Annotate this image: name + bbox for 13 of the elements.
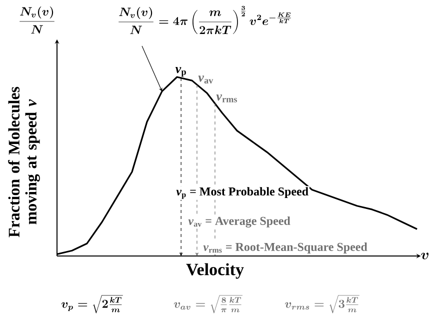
annotation: v$_{rms}$ (216, 94, 237, 102)
annotation: v$_{av}$ (198, 76, 214, 84)
text: $v$ (421, 252, 428, 260)
text: v$_{p}$ (175, 67, 186, 77)
text: $v_{av}=\sqrt{\frac{8}{\pi}\frac{kT}{m}}$ (174, 295, 242, 314)
text: $v_p=\sqrt{2\frac{kT}{m}}$ (61, 295, 123, 314)
annotation: v$_{p}$ = Most Probable Speed (176, 187, 308, 199)
text: $v_{rms}=\sqrt{3\frac{kT}{m}}$ (284, 295, 360, 314)
text: $\frac{N_v(v)}{N}$ (20, 6, 54, 34)
annotation: v$_{rms}$ = Root-Mean-Square Speed (203, 242, 368, 254)
x-axis-title: Velocity (186, 263, 244, 279)
text: $\frac{N_v(v)}{N}=4\pi\left(\frac{m}{2\pi kT}\right)^{\frac{3}{2}}v^2e^{-\frac{KE}{kT}}$ (118, 6, 291, 34)
annotation: v$_{av}$ = Average Speed (188, 216, 290, 228)
